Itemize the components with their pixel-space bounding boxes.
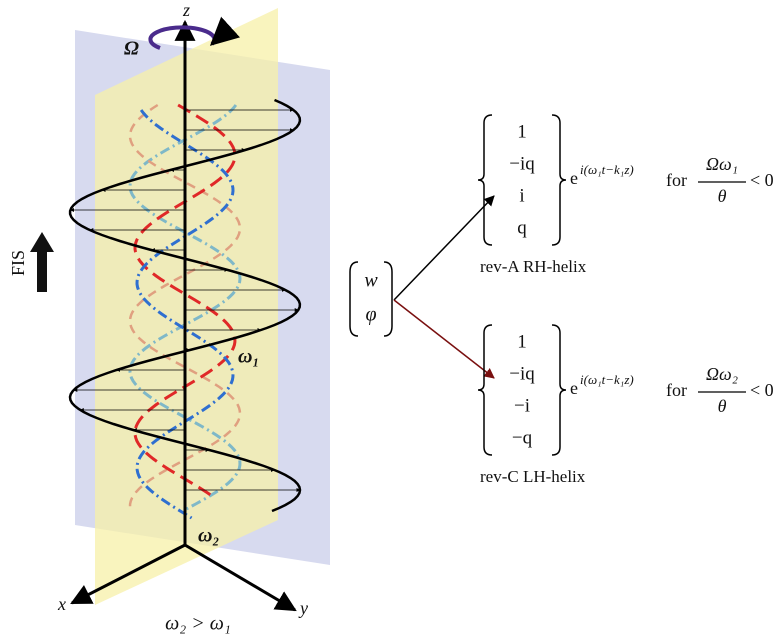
numerator: Ωω₁ <box>706 154 738 174</box>
brace-left <box>478 115 492 245</box>
vector-entry: i <box>519 185 524 206</box>
paren-right <box>384 262 392 336</box>
vector-entry: q <box>517 217 527 238</box>
branch-name: rev-A RH-helix <box>480 257 587 276</box>
omega1-label: ω₁ <box>238 346 259 368</box>
brace-right <box>552 115 566 245</box>
denominator: θ <box>718 396 727 416</box>
exponent: i(ω₁t−k₁z) <box>580 372 634 387</box>
vector-entry: 1 <box>517 331 527 352</box>
brace-right <box>552 325 566 455</box>
vector-entry: φ <box>365 304 376 326</box>
x-label: x <box>57 594 66 614</box>
exponent: i(ω₁t−k₁z) <box>580 162 634 177</box>
fis-label: FIS <box>8 250 28 276</box>
for-word: for <box>666 380 687 400</box>
fis-arrow <box>30 232 54 292</box>
diagram: z x y Ω FIS ω₁ ω₂ ω₂ > ω₁ w φ 1−iqiqei(ω… <box>0 0 782 638</box>
branch-arrow <box>394 300 494 378</box>
z-label: z <box>182 0 190 20</box>
condition-label: ω₂ > ω₁ <box>165 613 231 635</box>
vector-entry: w <box>364 270 378 292</box>
vector-entry: 1 <box>517 121 527 142</box>
vector-entry: −iq <box>509 153 535 174</box>
denominator: θ <box>718 186 727 206</box>
exp-base: e <box>570 378 578 398</box>
branch-name: rev-C LH-helix <box>480 467 586 486</box>
vector-entry: −iq <box>509 363 535 384</box>
omega2-label: ω₂ <box>198 525 219 547</box>
brace-left <box>478 325 492 455</box>
vector-entry: −q <box>512 427 533 448</box>
relation: < 0 <box>750 170 774 190</box>
branch-arrow <box>394 196 494 300</box>
for-word: for <box>666 170 687 190</box>
rotation-label: Ω <box>124 38 139 60</box>
exp-base: e <box>570 168 578 188</box>
y-label: y <box>298 598 308 618</box>
vector-entry: −i <box>514 395 530 416</box>
paren-left <box>350 262 358 336</box>
numerator: Ωω₂ <box>706 364 738 384</box>
relation: < 0 <box>750 380 774 400</box>
